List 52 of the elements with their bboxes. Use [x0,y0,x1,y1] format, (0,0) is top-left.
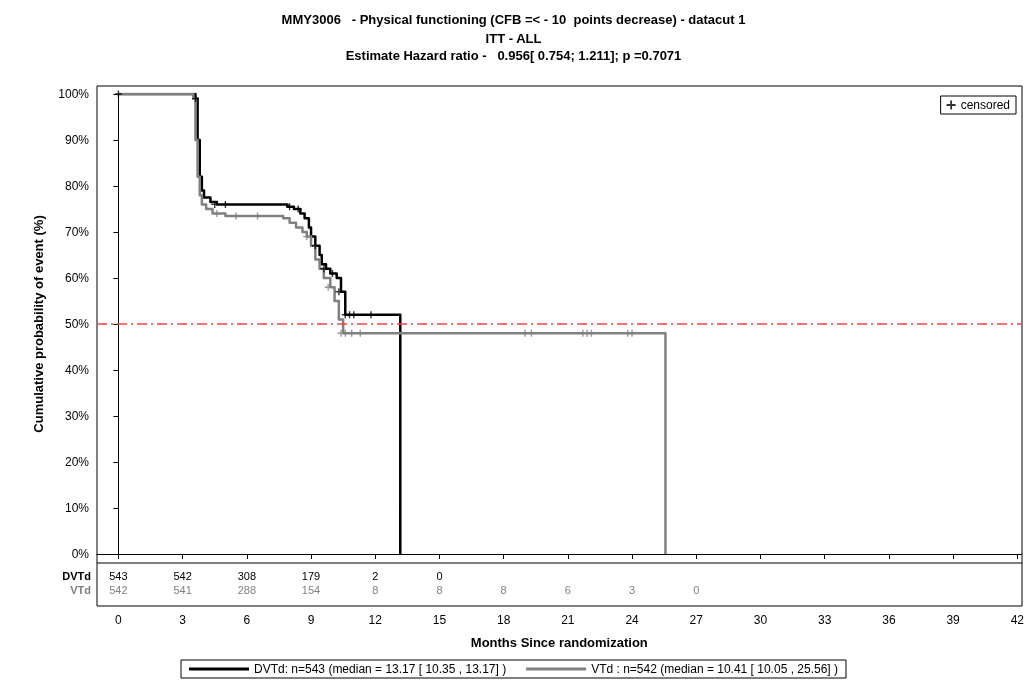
legend-label: censored [960,98,1011,112]
x-tick-label: 30 [753,613,768,627]
text: 154 [301,584,321,596]
y-tick-label: 60% [64,271,90,285]
y-tick-label: 30% [64,409,90,423]
y-tick-label: 20% [64,455,90,469]
text: 8 [500,584,507,596]
x-tick-label: 36 [882,613,896,627]
chart-title: MMY3006 - Physical functioning (CFB =< - 10 points decrease) - datacut 1 [281,12,746,27]
x-tick-label: 9 [307,613,315,627]
x-tick-label: 6 [243,613,251,627]
y-tick-label: 10% [64,501,90,515]
x-axis-title: Months Since randomization [470,635,648,650]
y-axis-title: Cumulative probability of event (%) [31,215,46,433]
text: 542 [109,584,128,596]
legend-label: VTd : n=542 (median = 10.41 [ 10.05 , 25.56] ) [591,662,839,676]
x-tick-label: 3 [179,613,187,627]
x-tick-label: 18 [496,613,511,627]
text: 8 [436,584,443,596]
chart-subtitle: ITT - ALL Estimate Hazard ratio - 0.956[ 0.754; 1.211]; p =0.7071 [345,31,682,63]
text: 0 [436,570,443,582]
x-tick-label: 33 [818,613,832,627]
y-tick-label: 90% [64,133,90,147]
text: 542 [173,570,192,582]
legend-label: DVTd: n=543 (median = 13.17 [ 10.35 , 13.17] ) [254,662,507,676]
y-tick-label: 70% [64,225,90,239]
text: 8 [372,584,379,596]
text: VTd [70,584,91,596]
x-tick-label: 42 [1010,613,1025,627]
y-tick-label: 40% [64,363,90,377]
text: 0 [693,584,700,596]
x-tick-label: 0 [115,613,123,627]
x-tick-label: 27 [689,613,704,627]
x-tick-label: 21 [561,613,575,627]
y-tick-label: 0% [71,547,90,561]
x-tick-label: 12 [368,613,383,627]
text: 288 [237,584,256,596]
text: 6 [564,584,571,596]
text: 308 [237,570,256,582]
x-tick-label: 39 [946,613,961,627]
x-tick-label: 15 [432,613,447,627]
point [213,210,221,218]
text: 2 [372,570,379,582]
y-tick-label: 100% [58,87,90,101]
text: 543 [109,570,128,582]
text: DVTd [62,570,91,582]
x-tick-label: 24 [625,613,640,627]
text: 3 [629,584,636,596]
text: 179 [301,570,321,582]
text: 541 [173,584,192,596]
y-tick-label: 80% [64,179,90,193]
y-tick-label: 50% [64,317,90,331]
